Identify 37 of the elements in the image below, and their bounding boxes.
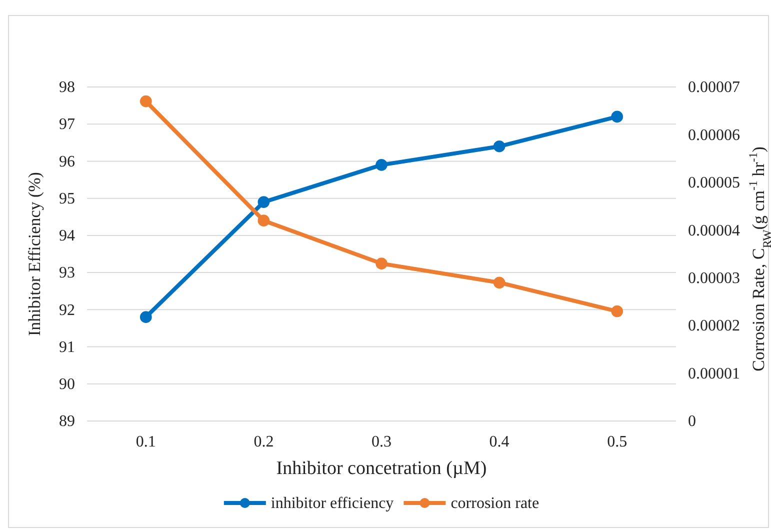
x-tick-label: 0.1	[136, 433, 156, 450]
legend-label: inhibitor efficiency	[270, 495, 394, 512]
point	[376, 159, 388, 171]
point	[611, 305, 624, 318]
point	[258, 196, 270, 208]
y-tick-label: 95	[59, 190, 75, 208]
y2-tick-label: 0.00005	[688, 174, 740, 192]
y-tick-label: 94	[59, 228, 75, 245]
point	[140, 311, 152, 323]
y2-tick-label: 0.00006	[688, 126, 740, 144]
y2-tick-label: 0.00001	[688, 365, 740, 382]
x-tick-label: 0.4	[489, 433, 510, 450]
y-tick-label: 89	[59, 413, 75, 430]
y2-tick-label: 0.00004	[688, 222, 740, 240]
legend-label: corrosion rate	[450, 495, 540, 512]
y2-tick-label: 0.00002	[688, 318, 740, 335]
point	[493, 140, 506, 152]
y2-tick-label: 0.00007	[688, 79, 740, 96]
x-tick-label: 0.5	[607, 433, 628, 450]
point	[376, 258, 388, 270]
x-axis-title: Inhibitor concetration (µM)	[276, 458, 487, 479]
x-tick-label: 0.3	[372, 433, 392, 450]
y-tick-label: 92	[59, 302, 75, 319]
y-tick-label: 90	[59, 376, 75, 394]
y2-tick-label: 0.00003	[688, 270, 740, 287]
y-tick-label: 93	[59, 264, 75, 282]
y-axis-title: Inhibitor Efficiency (%)	[25, 172, 44, 336]
y-tick-label: 96	[59, 153, 75, 170]
x-tick-label: 0.2	[254, 433, 274, 450]
y2-tick-label: 0	[688, 413, 696, 430]
y-tick-label: 91	[59, 338, 75, 356]
point	[258, 214, 270, 227]
point	[611, 110, 624, 123]
y-tick-label: 97	[59, 116, 75, 134]
point	[140, 95, 152, 108]
y-tick-label: 98	[59, 79, 75, 96]
point	[493, 276, 506, 289]
